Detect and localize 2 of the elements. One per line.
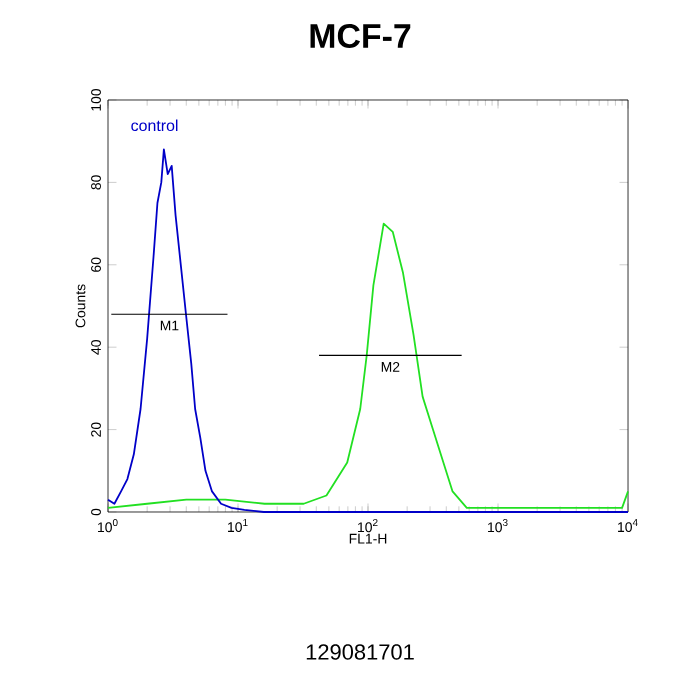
chart-title: MCF-7 — [310, 24, 411, 48]
text: 129081701 — [306, 644, 414, 660]
